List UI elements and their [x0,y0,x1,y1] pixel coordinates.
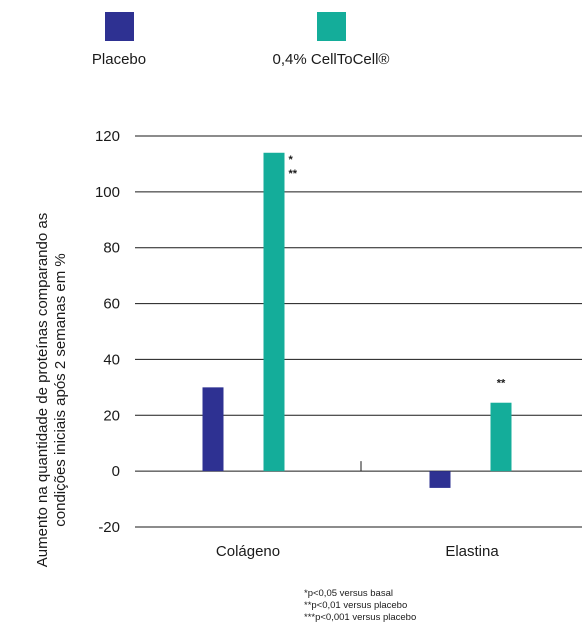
significance-annotations: ***** [289,154,506,390]
y-tick-label: 20 [103,407,120,424]
legend-swatch-placebo [105,12,134,41]
x-category-labels: Colágeno Elastina [216,543,499,560]
significance-marker: ** [497,378,506,390]
bar-placebo-elastina [429,471,451,488]
category-label-colageno: Colágeno [216,543,280,560]
gridlines [135,135,582,528]
significance-marker: * [289,154,294,166]
category-label-elastina: Elastina [445,543,499,560]
legend-label-placebo: Placebo [92,51,146,68]
legend: Placebo 0,4% CellToCell® [92,12,390,68]
legend-label-celltocell: 0,4% CellToCell® [273,51,390,68]
footnote-2: **p<0,01 versus placebo [304,600,407,611]
bar-celltocell-colageno [263,152,285,472]
footnote-1: *p<0,05 versus basal [304,588,393,599]
y-axis-title-line-1: Aumento na quantidade de proteínas compa… [34,213,51,567]
y-tick-labels: -20 0 20 40 60 80 100 120 [95,128,120,536]
y-tick-label: 60 [103,296,120,313]
bars [202,152,512,488]
footnotes: *p<0,05 versus basal **p<0,01 versus pla… [304,588,416,623]
y-tick-label: 0 [112,463,120,480]
y-tick-label: 120 [95,128,120,145]
y-tick-label: 80 [103,240,120,257]
y-axis-title-line-2: condições iniciais após 2 semanas em % [52,253,69,526]
bar-placebo-colageno [202,387,224,472]
legend-swatch-celltocell [317,12,346,41]
y-tick-label: 100 [95,184,120,201]
bar-celltocell-elastina [490,402,512,472]
significance-marker: ** [289,168,298,180]
footnote-3: ***p<0,001 versus placebo [304,612,416,623]
y-tick-label: -20 [98,519,120,536]
y-axis-title: Aumento na quantidade de proteínas compa… [34,213,69,567]
y-tick-label: 40 [103,351,120,368]
